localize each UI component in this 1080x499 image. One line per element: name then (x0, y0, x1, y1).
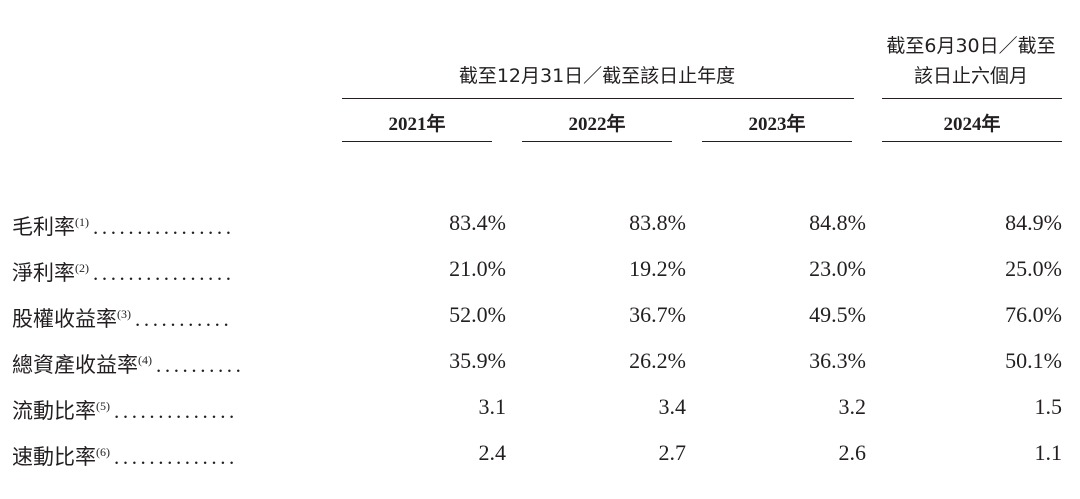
value-gross-margin-2022: 83.8% (629, 210, 686, 235)
value-return-on-equity-2022: 36.7% (629, 302, 686, 327)
footnote-ref: (5) (96, 399, 110, 413)
period-header-six-months-line1: 截至6月30日／截至 (886, 35, 1056, 57)
row-label-quick-ratio: 速動比率(6).............. (12, 445, 238, 469)
value-current-ratio-2022: 3.4 (658, 394, 687, 419)
value-return-on-equity-2024: 76.0% (1005, 302, 1062, 327)
value-gross-margin-2023: 84.8% (809, 210, 866, 235)
group-rule-six-months (882, 98, 1062, 99)
value-net-margin-2023: 23.0% (809, 256, 866, 281)
row-label-gross-margin: 毛利率(1)................ (12, 215, 235, 239)
value-net-margin-2024: 25.0% (1005, 256, 1062, 281)
value-return-on-equity-2023: 49.5% (809, 302, 866, 327)
footnote-ref: (4) (138, 353, 152, 367)
value-current-ratio-2021: 3.1 (478, 394, 507, 419)
value-quick-ratio-2023: 2.6 (838, 440, 867, 465)
leader-dots: ........... (135, 307, 233, 331)
column-header-2022: 2022年 (568, 114, 626, 135)
leader-dots: .............. (114, 445, 238, 469)
value-gross-margin-2021: 83.4% (449, 210, 506, 235)
column-header-2021: 2021年 (388, 114, 446, 135)
value-return-on-assets-2023: 36.3% (809, 348, 866, 373)
group-rule-years (342, 98, 854, 99)
leader-dots: .............. (114, 399, 238, 423)
leader-dots: ................ (93, 261, 235, 285)
value-return-on-assets-2024: 50.1% (1005, 348, 1062, 373)
footnote-ref: (6) (96, 445, 110, 459)
column-rule-2023 (702, 141, 852, 142)
value-current-ratio-2024: 1.5 (1034, 394, 1063, 419)
value-gross-margin-2024: 84.9% (1005, 210, 1062, 235)
column-header-2024: 2024年 (943, 114, 1001, 135)
column-header-2023: 2023年 (748, 114, 806, 135)
row-label-return-on-assets: 總資產收益率(4).......... (12, 353, 245, 377)
footnote-ref: (1) (75, 215, 89, 229)
column-rule-2024 (882, 141, 1062, 142)
row-label-current-ratio: 流動比率(5).............. (12, 399, 238, 423)
value-quick-ratio-2022: 2.7 (658, 440, 687, 465)
value-quick-ratio-2024: 1.1 (1034, 440, 1063, 465)
value-return-on-assets-2021: 35.9% (449, 348, 506, 373)
period-header-six-months-line2: 該日止六個月 (913, 65, 1028, 87)
value-return-on-equity-2021: 52.0% (449, 302, 506, 327)
leader-dots: ................ (93, 215, 235, 239)
row-label-net-margin: 淨利率(2)................ (12, 261, 235, 285)
footnote-ref: (3) (117, 307, 131, 321)
footnote-ref: (2) (75, 261, 89, 275)
value-net-margin-2022: 19.2% (629, 256, 686, 281)
value-quick-ratio-2021: 2.4 (478, 440, 507, 465)
leader-dots: .......... (156, 353, 245, 377)
value-return-on-assets-2022: 26.2% (629, 348, 686, 373)
column-rule-2022 (522, 141, 672, 142)
row-label-return-on-equity: 股權收益率(3)........... (12, 307, 233, 331)
value-current-ratio-2023: 3.2 (838, 394, 867, 419)
value-net-margin-2021: 21.0% (449, 256, 506, 281)
column-rule-2021 (342, 141, 492, 142)
period-header-years-ended: 截至12月31日／截至該日止年度 (458, 65, 736, 87)
